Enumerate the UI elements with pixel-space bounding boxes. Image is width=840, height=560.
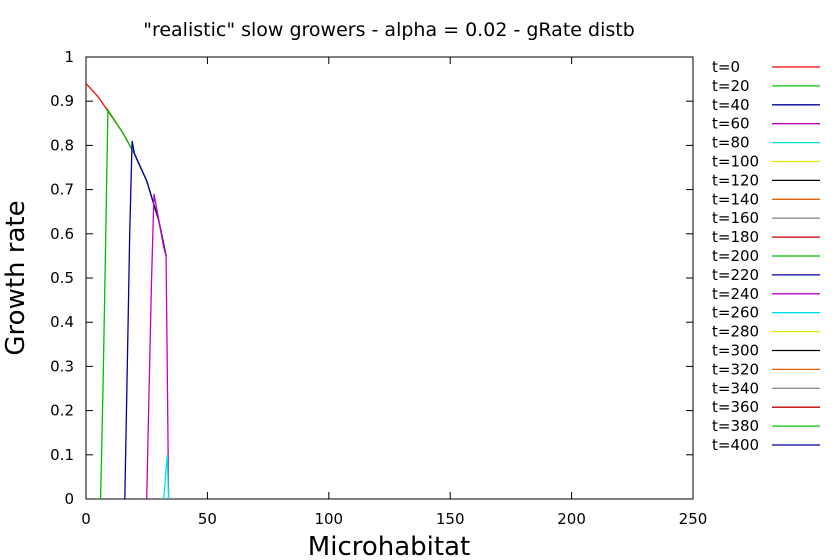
x-tick-label: 50 <box>198 510 217 528</box>
legend-label: t=40 <box>712 96 750 114</box>
y-tick-label: 0.4 <box>50 313 74 331</box>
y-tick-label: 0.6 <box>50 225 74 243</box>
legend-label: t=200 <box>712 247 759 265</box>
legend-label: t=140 <box>712 190 759 208</box>
legend: t=0t=20t=40t=60t=80t=100t=120t=140t=160t… <box>712 58 820 454</box>
legend-label: t=240 <box>712 285 759 303</box>
y-tick-label: 0.3 <box>50 357 74 375</box>
x-tick-label: 150 <box>436 510 465 528</box>
series-line-t-80 <box>163 454 170 500</box>
legend-label: t=180 <box>712 228 759 246</box>
y-tick-label: 0 <box>64 490 74 508</box>
y-tick-label: 0.9 <box>50 92 74 110</box>
axis-tick-labels: 0 50 100 150 200 250 0 0.1 0.2 0.3 0.4 0.5 0.6 0.7 0.8… <box>50 48 707 528</box>
legend-label: t=300 <box>712 342 759 360</box>
y-tick-label: 0.1 <box>50 446 74 464</box>
legend-label: t=100 <box>712 153 759 171</box>
legend-label: t=320 <box>712 360 759 378</box>
series-lines <box>85 83 170 500</box>
series-line-t-60 <box>146 193 170 500</box>
legend-label: t=380 <box>712 417 759 435</box>
x-tick-label: 0 <box>81 510 91 528</box>
legend-label: t=80 <box>712 134 750 152</box>
legend-label: t=340 <box>712 379 759 397</box>
y-axis-title: Growth rate <box>1 200 31 355</box>
axis-ticks <box>85 56 694 500</box>
legend-label: t=280 <box>712 323 759 341</box>
plot-frame <box>85 56 694 500</box>
legend-label: t=220 <box>712 266 759 284</box>
legend-label: t=60 <box>712 115 750 133</box>
legend-label: t=20 <box>712 77 750 95</box>
y-tick-label: 1 <box>64 48 74 66</box>
legend-label: t=0 <box>712 58 740 76</box>
chart-title: "realistic" slow growers - alpha = 0.02 … <box>143 19 635 41</box>
series-line-t-20 <box>99 107 167 500</box>
x-tick-label: 200 <box>557 510 586 528</box>
legend-label: t=360 <box>712 398 759 416</box>
y-tick-label: 0.8 <box>50 136 74 154</box>
legend-label: t=260 <box>712 304 759 322</box>
x-axis-title: Microhabitat <box>308 532 470 560</box>
legend-label: t=120 <box>712 171 759 189</box>
y-tick-label: 0.7 <box>50 181 74 199</box>
y-tick-label: 0.2 <box>50 402 74 420</box>
x-tick-label: 100 <box>314 510 343 528</box>
legend-label: t=160 <box>712 209 759 227</box>
series-line-t-0 <box>85 83 167 257</box>
x-tick-label: 250 <box>679 510 708 528</box>
y-tick-label: 0.5 <box>50 269 74 287</box>
series-line-t-40 <box>124 140 167 500</box>
legend-label: t=400 <box>712 436 759 454</box>
